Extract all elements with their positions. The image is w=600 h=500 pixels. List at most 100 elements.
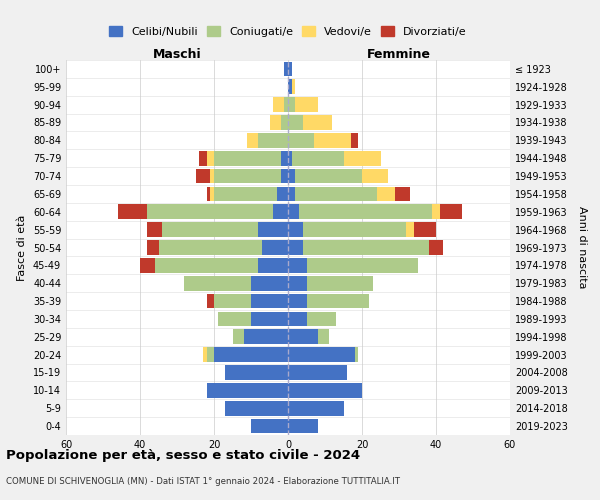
Bar xyxy=(148,222,288,237)
Bar xyxy=(233,330,288,344)
Bar xyxy=(288,133,314,148)
Bar xyxy=(206,383,288,398)
Bar xyxy=(288,401,343,415)
Bar xyxy=(251,312,288,326)
Bar xyxy=(288,383,362,398)
Bar xyxy=(206,348,288,362)
Y-axis label: Fasce di età: Fasce di età xyxy=(17,214,27,280)
Bar xyxy=(284,62,288,76)
Bar xyxy=(214,168,288,184)
Legend: Celibi/Nubili, Coniugati/e, Vedovi/e, Divorziati/e: Celibi/Nubili, Coniugati/e, Vedovi/e, Di… xyxy=(106,22,470,40)
Bar xyxy=(428,240,443,255)
Bar xyxy=(303,222,406,237)
Bar xyxy=(196,168,288,184)
Bar xyxy=(218,312,288,326)
Bar xyxy=(148,204,288,219)
Bar xyxy=(288,115,303,130)
Bar xyxy=(288,62,292,76)
Bar xyxy=(284,98,288,112)
Bar xyxy=(281,115,288,130)
Bar xyxy=(251,294,288,308)
Bar xyxy=(295,168,362,184)
Bar xyxy=(273,204,288,219)
Y-axis label: Anni di nascita: Anni di nascita xyxy=(577,206,587,289)
Bar xyxy=(206,186,288,201)
Bar xyxy=(288,222,303,237)
Bar xyxy=(281,151,288,166)
Bar xyxy=(199,151,288,166)
Bar xyxy=(251,419,288,434)
Bar xyxy=(225,401,288,415)
Bar xyxy=(214,348,288,362)
Bar xyxy=(225,365,288,380)
Bar xyxy=(362,168,388,184)
Bar xyxy=(148,240,288,255)
Bar xyxy=(225,365,288,380)
Bar xyxy=(118,204,288,219)
Bar xyxy=(273,98,288,112)
Bar xyxy=(206,383,288,398)
Bar xyxy=(292,151,343,166)
Bar xyxy=(214,294,288,308)
Text: Maschi: Maschi xyxy=(152,48,202,61)
Bar xyxy=(251,419,288,434)
Bar xyxy=(269,115,288,130)
Bar xyxy=(203,348,288,362)
Bar xyxy=(307,258,418,272)
Bar xyxy=(295,98,317,112)
Bar xyxy=(148,204,288,219)
Bar xyxy=(206,151,288,166)
Bar xyxy=(247,133,288,148)
Bar xyxy=(244,330,288,344)
Bar xyxy=(218,312,288,326)
Bar xyxy=(184,276,288,290)
Bar xyxy=(314,133,351,148)
Bar xyxy=(288,294,307,308)
Bar xyxy=(288,258,307,272)
Bar xyxy=(233,330,288,344)
Bar xyxy=(288,312,307,326)
Bar xyxy=(288,168,295,184)
Text: Femmine: Femmine xyxy=(367,48,431,61)
Bar xyxy=(288,276,307,290)
Bar xyxy=(218,312,288,326)
Bar xyxy=(317,330,329,344)
Bar xyxy=(233,330,288,344)
Bar xyxy=(295,186,377,201)
Bar xyxy=(214,294,288,308)
Bar xyxy=(288,80,292,94)
Bar xyxy=(351,133,358,148)
Bar xyxy=(292,80,295,94)
Bar xyxy=(281,168,288,184)
Text: COMUNE DI SCHIVENOGLIA (MN) - Dati ISTAT 1° gennaio 2024 - Elaborazione TUTTITAL: COMUNE DI SCHIVENOGLIA (MN) - Dati ISTAT… xyxy=(6,477,400,486)
Bar xyxy=(211,168,288,184)
Bar xyxy=(288,204,299,219)
Bar xyxy=(184,276,288,290)
Bar xyxy=(395,186,410,201)
Bar xyxy=(288,348,355,362)
Bar xyxy=(214,186,288,201)
Bar xyxy=(377,186,395,201)
Bar xyxy=(247,133,288,148)
Bar xyxy=(158,240,288,255)
Bar xyxy=(155,258,288,272)
Text: Popolazione per età, sesso e stato civile - 2024: Popolazione per età, sesso e stato civil… xyxy=(6,450,360,462)
Bar xyxy=(288,419,317,434)
Bar xyxy=(307,276,373,290)
Bar xyxy=(288,186,295,201)
Bar xyxy=(211,186,288,201)
Bar xyxy=(288,98,295,112)
Bar xyxy=(162,222,288,237)
Bar xyxy=(251,419,288,434)
Bar xyxy=(432,204,440,219)
Bar xyxy=(273,98,288,112)
Bar xyxy=(251,419,288,434)
Bar xyxy=(262,240,288,255)
Bar xyxy=(343,151,380,166)
Bar xyxy=(225,401,288,415)
Bar xyxy=(284,62,288,76)
Bar xyxy=(284,62,288,76)
Bar xyxy=(225,401,288,415)
Bar xyxy=(288,240,303,255)
Bar xyxy=(288,151,292,166)
